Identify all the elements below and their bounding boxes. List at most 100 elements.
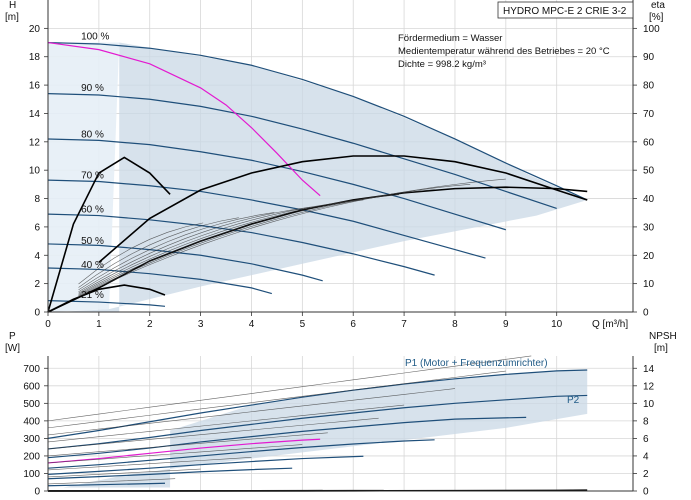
y-left-tick-label-4: 8 — [34, 194, 40, 205]
bottom-y-left-label-line1: P — [9, 331, 16, 342]
y-left-tick-label-7: 700 — [23, 364, 40, 375]
x-tick-label-5: 5 — [300, 319, 306, 330]
helper-curve-3 — [47, 444, 303, 464]
top-y-left-label-line2: [m] — [5, 12, 19, 23]
y-right-tick-label-8: 80 — [643, 81, 655, 92]
x-tick-label-9: 9 — [503, 319, 509, 330]
helper-curve-7 — [47, 388, 455, 436]
series-line-3 — [47, 179, 486, 259]
helper-curve-6 — [47, 404, 405, 443]
y-left-tick-label-2: 200 — [23, 451, 40, 462]
y-left-tick-label-9: 18 — [29, 52, 41, 63]
bottom-y-right-label-line2: [m] — [654, 343, 668, 354]
y-left-tick-label-3: 6 — [34, 222, 40, 233]
y-right-tick-label-4: 40 — [643, 194, 655, 205]
speed-label-0: 100 % — [81, 32, 109, 43]
y-right-tick-label-5: 50 — [643, 166, 655, 177]
helper-curve-0 — [47, 478, 176, 485]
series-line-2 — [47, 416, 527, 459]
y-left-tick-label-4: 400 — [23, 416, 40, 427]
series-line-6 — [47, 467, 293, 480]
x-tick-label-8: 8 — [452, 319, 458, 330]
series-line-4 — [47, 213, 435, 276]
y-right-tick-label-2: 20 — [643, 251, 655, 262]
series-line-2 — [47, 138, 507, 231]
y-right-tick-label-6: 12 — [643, 381, 655, 392]
x-tick-label-0: 0 — [45, 319, 51, 330]
y-right-tick-label-7: 70 — [643, 109, 655, 120]
chart-title: HYDRO MPC-E 2 CRIE 3-2 — [503, 6, 627, 17]
y-right-tick-label-4: 8 — [643, 416, 649, 427]
y-right-tick-label-5: 10 — [643, 399, 655, 410]
series-line-9 — [47, 186, 588, 313]
y-left-tick-label-1: 100 — [23, 469, 40, 480]
x-tick-label-1: 1 — [96, 319, 102, 330]
helper-curve-3 — [78, 206, 311, 293]
speed-label-5: 50 % — [81, 236, 104, 247]
chart-labels: HYDRO MPC-E 2 CRIE 3-2 Fördermedium = Wa… — [5, 0, 677, 406]
helper-curve-2 — [47, 457, 252, 471]
series-line-1 — [47, 93, 557, 210]
helper-curve-5 — [47, 417, 379, 450]
series-line-7 — [47, 300, 166, 307]
y-right-tick-label-0: 0 — [643, 487, 649, 498]
y-right-tick-label-3: 6 — [643, 434, 649, 445]
speed-label-6: 40 % — [81, 260, 104, 271]
helper-curve-2 — [78, 212, 275, 291]
series-line-5 — [47, 455, 364, 475]
y-left-tick-label-7: 14 — [29, 109, 41, 120]
speed-label-7: 21 % — [81, 290, 104, 301]
annotation-density: Dichte = 998.2 kg/m³ — [398, 59, 486, 70]
speed-label-1: 90 % — [81, 83, 104, 94]
series-line-1 — [47, 394, 588, 450]
helper-curve-8 — [47, 370, 506, 429]
helper-curve-4 — [78, 199, 364, 294]
series-label-p1: P1 (Motor + Frequenzumrichter) — [405, 358, 548, 369]
helper-curve-1 — [78, 217, 239, 288]
series-line-3 — [47, 438, 321, 464]
helper-curve-0 — [78, 222, 204, 285]
y-right-tick-label-1: 2 — [643, 469, 649, 480]
series-label-p2: P2 — [567, 395, 580, 406]
helper-curve-9 — [47, 355, 532, 422]
y-right-tick-label-9: 90 — [643, 52, 655, 63]
y-left-tick-label-0: 0 — [34, 308, 40, 319]
y-right-tick-label-0: 0 — [643, 308, 649, 319]
y-left-tick-label-2: 4 — [34, 251, 40, 262]
series-line-10 — [47, 156, 171, 313]
series-line-6 — [47, 267, 272, 295]
operating-range-area — [63, 370, 588, 488]
y-right-tick-label-1: 10 — [643, 279, 655, 290]
series-line-5 — [47, 243, 323, 282]
speed-label-3: 70 % — [81, 171, 104, 182]
speed-label-2: 80 % — [81, 130, 104, 141]
annotation-temperature: Medientemperatur während des Betriebes =… — [398, 46, 610, 57]
y-right-tick-label-2: 4 — [643, 451, 649, 462]
y-left-tick-label-0: 0 — [34, 487, 40, 498]
y-right-tick-label-6: 60 — [643, 137, 655, 148]
qh-panel: 0246810121416182001020304050607080901000… — [29, 0, 660, 330]
x-tick-label-4: 4 — [249, 319, 255, 330]
speed-label-4: 60 % — [81, 205, 104, 216]
helper-curve-8 — [78, 178, 506, 297]
y-left-tick-label-5: 10 — [29, 166, 41, 177]
annotation-medium: Fördermedium = Wasser — [398, 33, 502, 44]
x-tick-label-7: 7 — [401, 319, 407, 330]
top-y-right-label-line1: eta — [651, 0, 665, 11]
series-line-4 — [47, 439, 435, 469]
y-left-tick-label-3: 300 — [23, 434, 40, 445]
top-y-right-label-line2: [%] — [649, 12, 664, 23]
x-tick-label-10: 10 — [551, 319, 563, 330]
y-left-tick-label-1: 2 — [34, 279, 40, 290]
y-left-tick-label-10: 20 — [29, 24, 41, 35]
series-line-0 — [47, 41, 588, 201]
y-left-tick-label-5: 500 — [23, 399, 40, 410]
y-right-tick-label-10: 100 — [643, 24, 660, 35]
x-tick-label-6: 6 — [350, 319, 356, 330]
series-line-12 — [98, 155, 588, 263]
y-left-tick-label-6: 12 — [29, 137, 41, 148]
y-left-tick-label-8: 16 — [29, 81, 41, 92]
power-panel: 0 100 200 300 400 500 600 700 0 2 4 6 8 10 12 14 — [23, 355, 655, 498]
series-line-8 — [47, 41, 321, 197]
